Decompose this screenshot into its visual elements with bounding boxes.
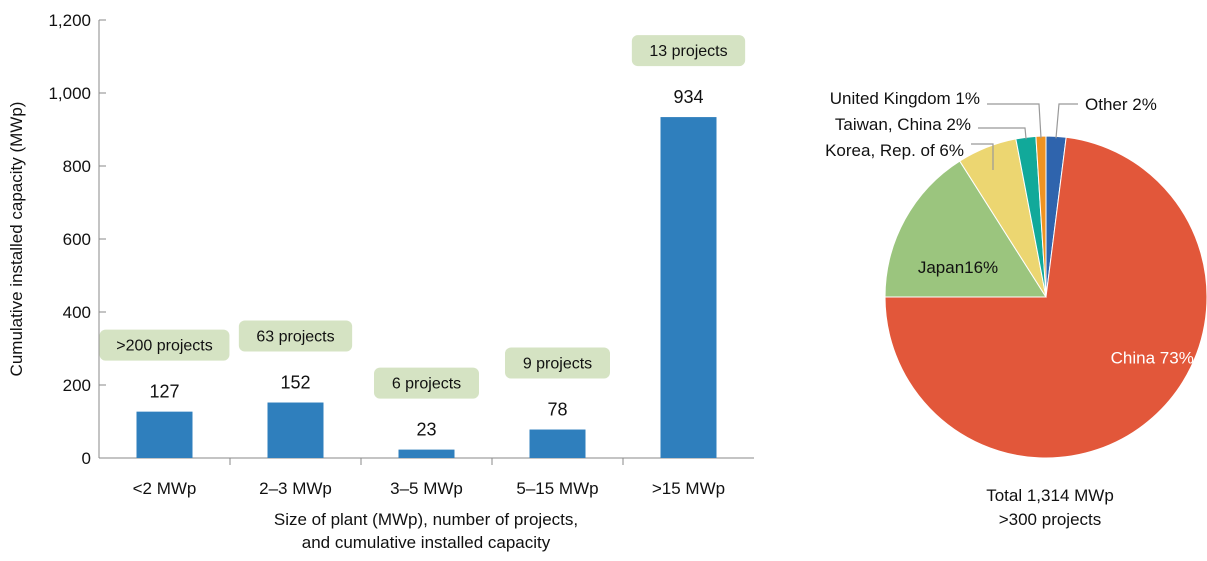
project-count-label: 13 projects (649, 43, 727, 60)
pie-slices (884, 135, 1207, 459)
pie-labels: Other 2% China 73% Japan16% Korea, Rep. of … (825, 89, 1194, 367)
pie-leader-line (1055, 103, 1078, 139)
project-count-badge (238, 320, 353, 352)
y-tick-label: 1,200 (48, 11, 91, 30)
bar-value-label: 934 (673, 87, 703, 107)
x-tick-label: 5–15 MWp (516, 479, 598, 498)
project-count-label: 9 projects (523, 356, 592, 373)
bar-value-label: 23 (416, 420, 436, 440)
bar-value-label: 152 (280, 373, 310, 393)
pie-slice-label: United Kingdom 1% (830, 89, 980, 108)
y-tick-label: 400 (63, 303, 91, 322)
x-tick-label: 3–5 MWp (390, 479, 463, 498)
pie-chart: Other 2% China 73% Japan16% Korea, Rep. of … (825, 89, 1207, 459)
y-axis-label: Cumulative installed capacity (MWp) (7, 102, 26, 377)
x-tick-label: 2–3 MWp (259, 479, 332, 498)
project-count-badge (374, 367, 479, 399)
x-ticks: <2 MWp 2–3 MWp 3–5 MWp 5–15 MWp >15 MWp (133, 458, 725, 498)
bar-value-label: 78 (547, 400, 567, 420)
project-count-badge (505, 347, 610, 379)
project-count-badge (631, 35, 746, 67)
bar-annotations: 127 >200 projects 152 63 projects 23 6 projec… (99, 35, 746, 440)
y-tick-label: 0 (82, 449, 91, 468)
project-count-label: >200 projects (116, 338, 213, 355)
x-axis-label-line2: and cumulative installed capacity (302, 533, 551, 552)
x-axis-label-line1: Size of plant (MWp), number of projects, (274, 510, 578, 529)
project-count-label: 63 projects (256, 329, 334, 346)
pie-slice-label: Japan16% (918, 258, 998, 277)
pie-leader-line (971, 143, 994, 170)
bar (660, 117, 717, 458)
pie-slice (884, 136, 1207, 459)
bar (267, 402, 324, 458)
y-ticks: 0 200 400 600 800 1,000 1,200 (48, 11, 106, 468)
pie-caption-projects: >300 projects (998, 510, 1102, 529)
y-tick-label: 200 (63, 376, 91, 395)
y-tick-label: 800 (63, 157, 91, 176)
x-tick-label: <2 MWp (133, 479, 197, 498)
project-count-label: 6 projects (392, 376, 461, 393)
pie-leader-line (978, 127, 1027, 140)
pie-caption-total: Total 1,314 MWp (986, 486, 1114, 505)
bar-value-label: 127 (149, 382, 179, 402)
y-tick-label: 600 (63, 230, 91, 249)
project-count-badge (99, 329, 230, 361)
pie-slice-label: Other 2% (1085, 95, 1157, 114)
pie-leader-lines (971, 103, 1078, 170)
bar (136, 411, 193, 458)
pie-slice-label: Korea, Rep. of 6% (825, 141, 964, 160)
bar (529, 429, 586, 458)
pie-leader-line (987, 103, 1042, 139)
pie-slice-label: China 73% (1111, 348, 1194, 367)
bar-chart: 0 200 400 600 800 1,000 1,200 <2 MWp 2–3 MWp 3–5… (7, 11, 754, 552)
bar (398, 449, 455, 458)
x-tick-label: >15 MWp (652, 479, 725, 498)
pie-slice-label: Taiwan, China 2% (835, 115, 971, 134)
pie-slice (884, 160, 1047, 298)
y-tick-label: 1,000 (48, 84, 91, 103)
bars (136, 117, 717, 458)
